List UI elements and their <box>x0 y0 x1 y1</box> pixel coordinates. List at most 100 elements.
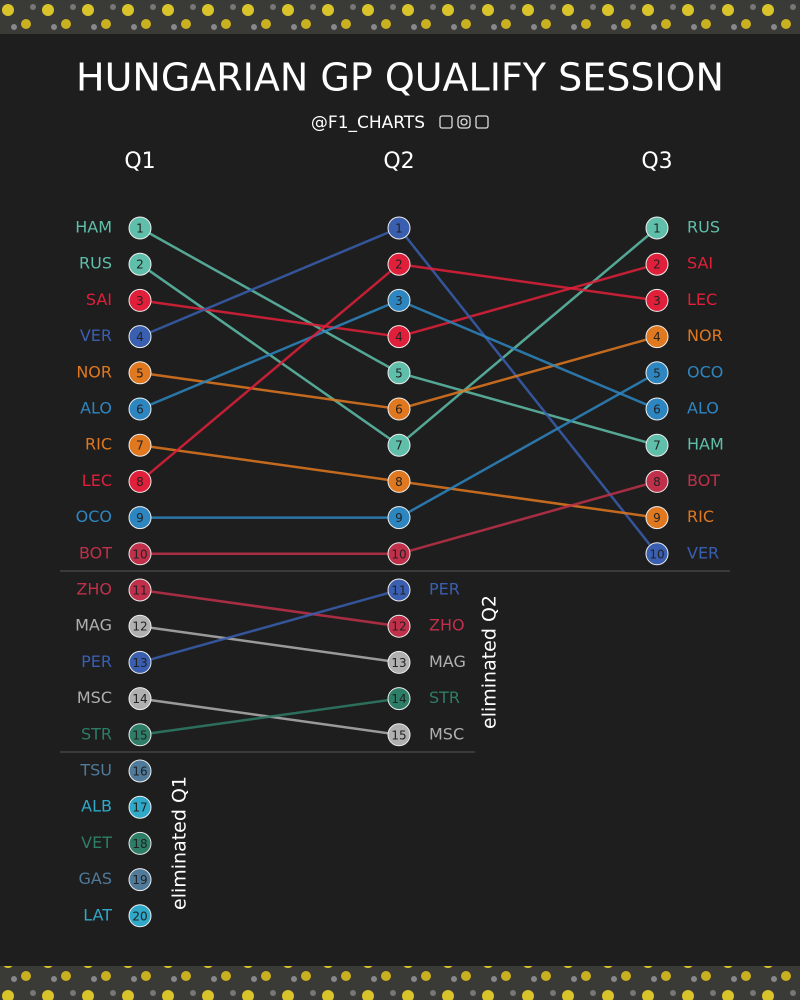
driver-label: HAM <box>75 218 112 237</box>
driver-label: RUS <box>687 218 720 237</box>
driver-label: OCO <box>687 362 723 381</box>
position-label: 1 <box>136 222 144 236</box>
position-label: 13 <box>132 656 147 670</box>
position-label: 10 <box>649 547 664 561</box>
top-band <box>0 0 800 34</box>
position-dot <box>645 469 669 493</box>
driver-label: LEC <box>687 290 717 309</box>
driver-label: ALB <box>81 797 112 816</box>
position-label: 1 <box>395 222 403 236</box>
position-label: 5 <box>653 366 661 380</box>
position-dot <box>387 216 411 240</box>
position-dot <box>645 542 669 566</box>
position-label: 15 <box>391 728 406 742</box>
bump-line <box>139 588 400 664</box>
driver-label: HAM <box>687 435 724 454</box>
column-header: Q2 <box>383 149 414 174</box>
position-dot <box>128 542 152 566</box>
position-dot <box>645 506 669 530</box>
position-dot <box>128 288 152 312</box>
position-label: 9 <box>136 511 144 525</box>
annotation: eliminated Q2 <box>479 595 501 729</box>
position-dot <box>387 687 411 711</box>
position-dot <box>128 578 152 602</box>
chart-title: HUNGARIAN GP QUALIFY SESSION <box>76 56 724 100</box>
position-label: 6 <box>653 403 661 417</box>
position-dot <box>128 361 152 385</box>
position-label: 7 <box>653 439 661 453</box>
driver-label: ALO <box>687 399 719 418</box>
position-label: 3 <box>395 294 403 308</box>
position-label: 6 <box>395 403 403 417</box>
position-label: 9 <box>653 511 661 525</box>
position-dot <box>387 469 411 493</box>
position-label: 3 <box>653 294 661 308</box>
position-dot <box>387 506 411 530</box>
position-label: 4 <box>136 330 144 344</box>
annotation: eliminated Q1 <box>169 776 191 910</box>
social-icons <box>439 115 489 129</box>
position-label: 14 <box>132 692 147 706</box>
position-label: 2 <box>136 258 144 272</box>
position-label: 7 <box>136 439 144 453</box>
position-label: 8 <box>395 475 403 489</box>
position-label: 8 <box>136 475 144 489</box>
position-dot <box>128 506 152 530</box>
driver-label: NOR <box>76 362 112 381</box>
subtitle: @F1_CHARTS <box>311 113 425 133</box>
driver-label: RIC <box>85 435 112 454</box>
driver-label: VER <box>687 543 719 562</box>
position-dot <box>645 288 669 312</box>
column-header: Q1 <box>124 149 155 174</box>
position-dot <box>387 650 411 674</box>
driver-label: STR <box>429 688 460 707</box>
position-label: 4 <box>653 330 661 344</box>
position-dot <box>128 650 152 674</box>
bump-line <box>139 697 400 737</box>
driver-label: STR <box>81 724 112 743</box>
driver-label: PER <box>429 580 460 599</box>
position-label: 10 <box>132 547 147 561</box>
driver-label: VER <box>80 326 112 345</box>
position-dot <box>387 723 411 747</box>
position-dot <box>387 252 411 276</box>
bottom-band <box>0 966 800 1000</box>
position-dot <box>387 288 411 312</box>
position-label: 17 <box>132 801 147 815</box>
position-dot <box>128 614 152 638</box>
position-label: 20 <box>132 909 147 923</box>
position-label: 14 <box>391 692 406 706</box>
driver-label: LAT <box>83 905 112 924</box>
position-label: 1 <box>653 222 661 236</box>
position-label: 16 <box>132 765 147 779</box>
driver-label: MAG <box>429 652 466 671</box>
driver-label: MAG <box>75 616 112 635</box>
position-dot <box>128 759 152 783</box>
position-dot <box>128 868 152 892</box>
position-dot <box>128 433 152 457</box>
driver-label: BOT <box>79 543 112 562</box>
position-dot <box>645 433 669 457</box>
driver-label: MSC <box>77 688 112 707</box>
position-dot <box>387 614 411 638</box>
driver-label: ZHO <box>429 616 465 635</box>
bump-line <box>139 624 400 664</box>
position-label: 2 <box>395 258 403 272</box>
position-label: 5 <box>395 366 403 380</box>
driver-label: TSU <box>79 761 112 780</box>
position-dot <box>128 325 152 349</box>
position-dot <box>645 361 669 385</box>
position-dot <box>387 433 411 457</box>
position-label: 11 <box>132 584 147 598</box>
driver-label: OCO <box>76 507 112 526</box>
position-label: 4 <box>395 330 403 344</box>
driver-label: LEC <box>82 471 112 490</box>
position-dot <box>645 325 669 349</box>
position-dot <box>387 361 411 385</box>
driver-label: PER <box>81 652 112 671</box>
position-label: 19 <box>132 873 147 887</box>
driver-label: NOR <box>687 326 723 345</box>
column-header: Q3 <box>641 149 672 174</box>
position-label: 12 <box>391 620 406 634</box>
